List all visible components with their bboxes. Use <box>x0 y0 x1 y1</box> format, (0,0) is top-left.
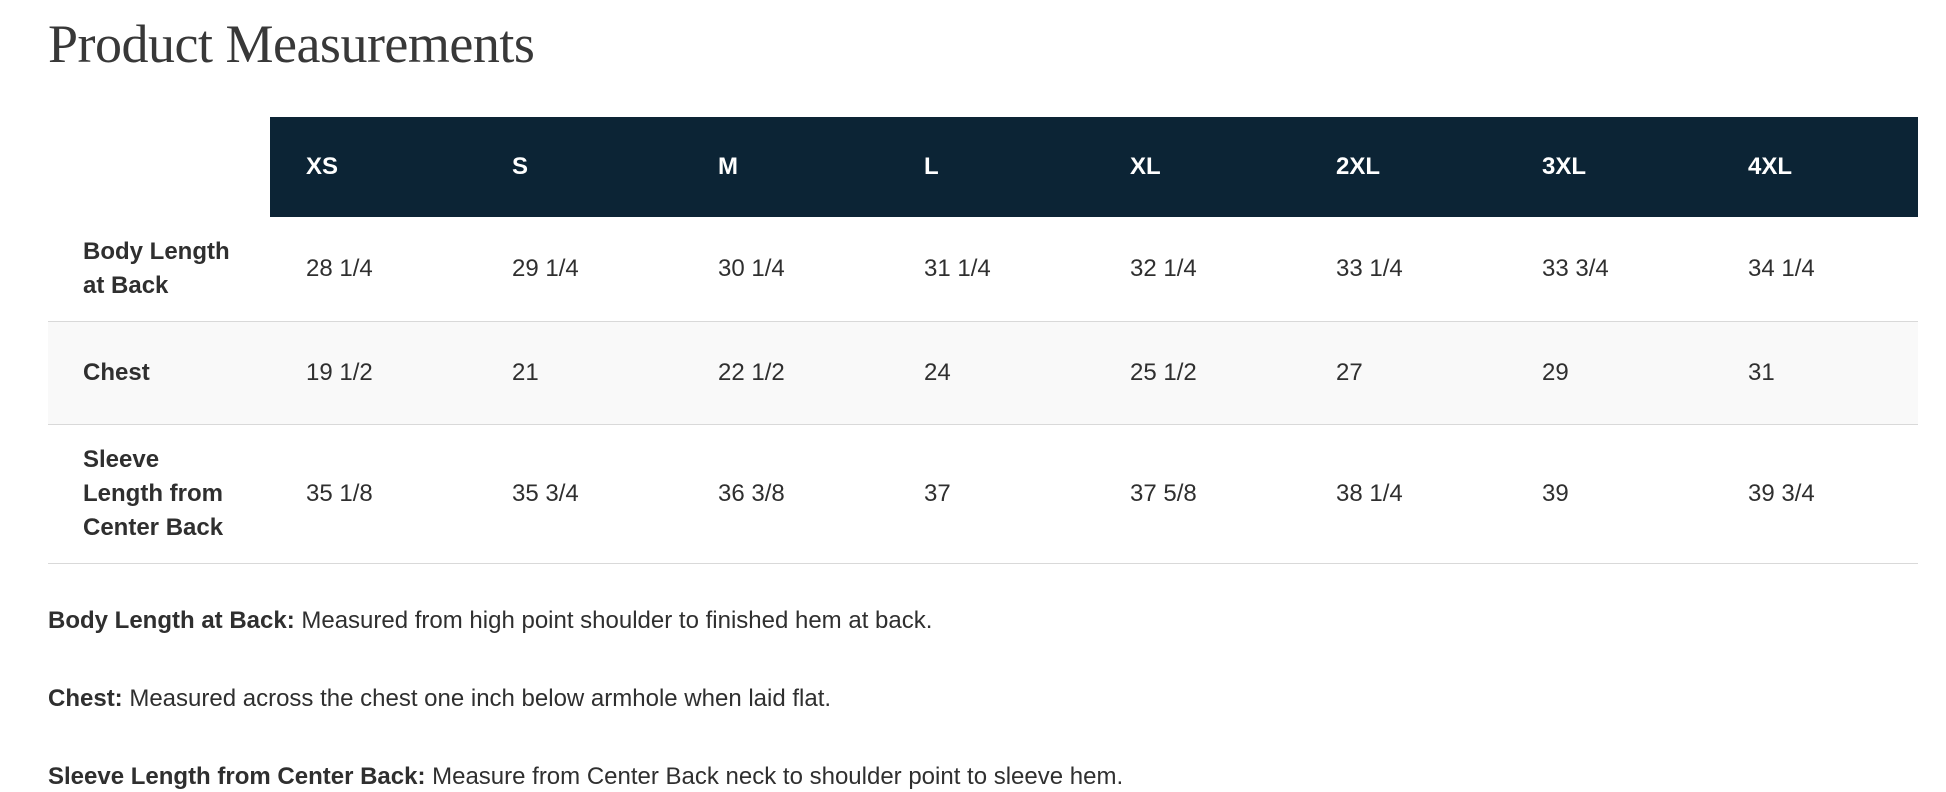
measurement-cell: 34 1/4 <box>1748 254 1815 282</box>
measurement-cell: 31 <box>1748 358 1775 386</box>
footnote-term: Body Length at Back: <box>48 606 295 634</box>
measurement-cell: 21 <box>512 358 539 386</box>
table-row-chest: Chest 19 1/2 21 22 1/2 24 25 1/2 27 29 3… <box>48 321 1918 425</box>
size-header-4xl: 4XL <box>1712 116 1918 217</box>
measurement-cell: 37 <box>924 479 951 507</box>
measurement-cell: 31 1/4 <box>924 254 991 282</box>
measurement-cell: 25 1/2 <box>1130 358 1197 386</box>
size-header-3xl: 3XL <box>1506 116 1712 217</box>
footnote-term: Sleeve Length from Center Back: <box>48 762 426 790</box>
size-header-xl: XL <box>1094 116 1300 217</box>
footnote: Chest: Measured across the chest one inc… <box>48 684 1918 714</box>
footnote: Body Length at Back: Measured from high … <box>48 606 1918 636</box>
measurement-cell: 32 1/4 <box>1130 254 1197 282</box>
measurement-cell: 22 1/2 <box>718 358 785 386</box>
header-corner-cell <box>48 117 270 217</box>
footnote-term: Chest: <box>48 684 123 712</box>
measurement-cell: 28 1/4 <box>306 254 373 282</box>
measurement-cell: 27 <box>1336 358 1363 386</box>
size-header-2xl: 2XL <box>1300 116 1506 217</box>
measurement-cell: 33 1/4 <box>1336 254 1403 282</box>
measurement-cell: 38 1/4 <box>1336 479 1403 507</box>
measurement-cell: 35 1/8 <box>306 479 373 507</box>
footnote: Sleeve Length from Center Back: Measure … <box>48 762 1918 792</box>
measurement-cell: 33 3/4 <box>1542 254 1609 282</box>
measurement-definitions: Body Length at Back: Measured from high … <box>48 606 1918 792</box>
row-label: Body Length at Back <box>83 237 230 299</box>
size-header-row: XS S M L XL 2XL 3XL 4XL <box>48 116 1918 217</box>
measurement-cell: 29 <box>1542 358 1569 386</box>
footnote-definition: Measured across the chest one inch below… <box>122 684 832 712</box>
page-title: Product Measurements <box>48 14 535 74</box>
measurement-cell: 29 1/4 <box>512 254 579 282</box>
footnote-definition: Measure from Center Back neck to shoulde… <box>425 762 1124 790</box>
measurement-cell: 39 3/4 <box>1748 479 1815 507</box>
row-label: Chest <box>83 358 150 386</box>
measurement-cell: 24 <box>924 358 951 386</box>
size-header-s: S <box>476 116 682 217</box>
size-header-m: M <box>682 116 888 217</box>
measurement-cell: 39 <box>1542 479 1569 507</box>
measurement-cell: 30 1/4 <box>718 254 785 282</box>
measurements-table: XS S M L XL 2XL 3XL 4XL Body Length at B… <box>48 116 1918 564</box>
table-row-sleeve-length: Sleeve Length from Center Back 35 1/8 35… <box>48 425 1918 564</box>
row-label: Sleeve Length from Center Back <box>83 445 224 541</box>
measurement-cell: 37 5/8 <box>1130 479 1197 507</box>
measurement-cell: 19 1/2 <box>306 358 373 386</box>
size-header-l: L <box>888 116 1094 217</box>
measurement-cell: 36 3/8 <box>718 479 785 507</box>
footnote-definition: Measured from high point shoulder to fin… <box>294 606 933 634</box>
table-row-body-length: Body Length at Back 28 1/4 29 1/4 30 1/4… <box>48 217 1918 322</box>
measurement-cell: 35 3/4 <box>512 479 579 507</box>
size-header-xs: XS <box>270 116 476 217</box>
